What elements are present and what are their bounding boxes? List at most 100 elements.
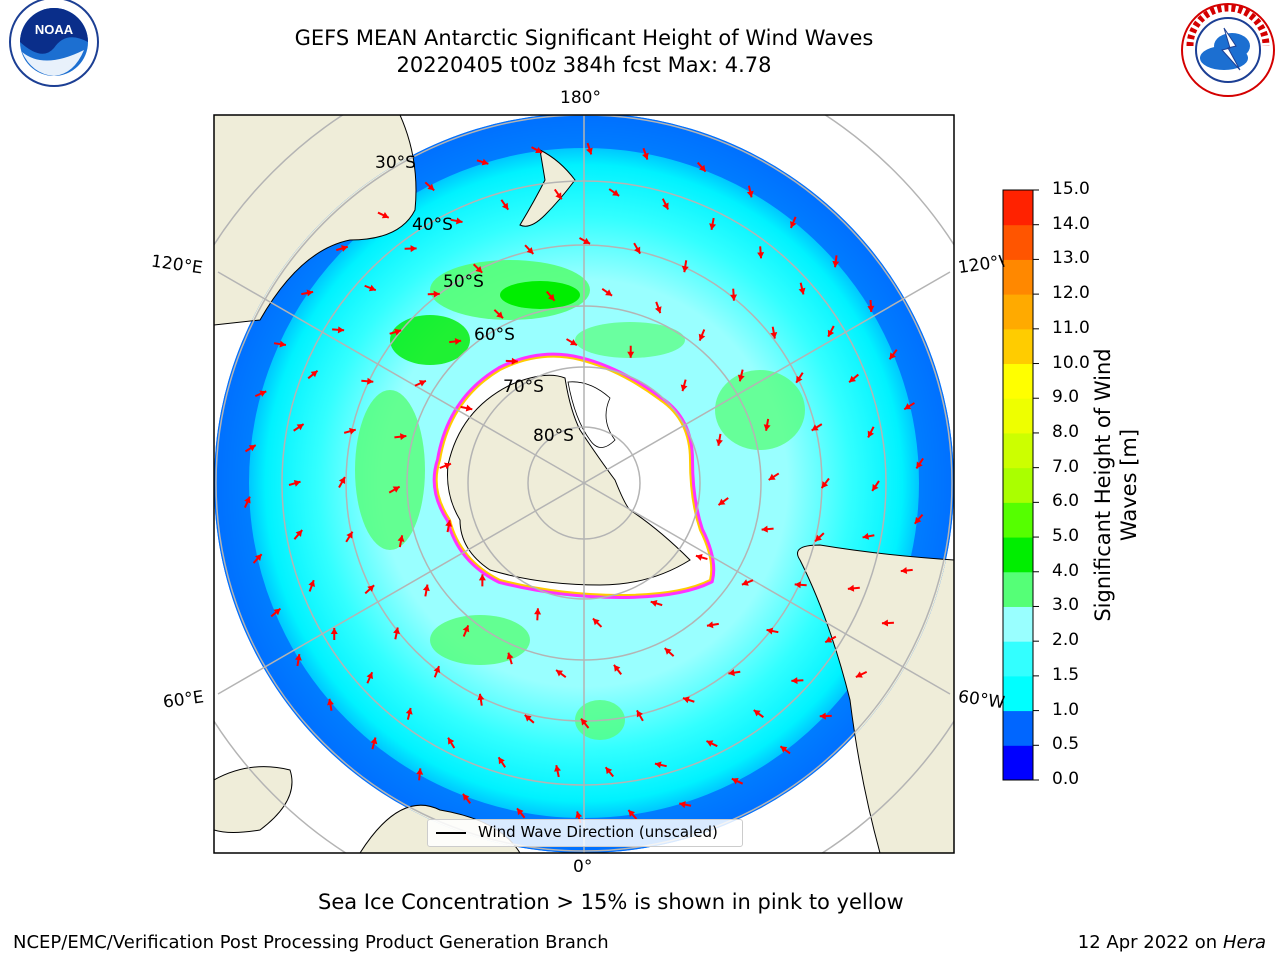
- wind-wave-arrow-head: [548, 293, 555, 301]
- wind-wave-arrow-head: [405, 707, 413, 715]
- colorbar-tick-label: 1.5: [1052, 664, 1080, 685]
- wind-wave-arrow-head: [790, 221, 797, 228]
- wind-wave-arrow-head: [575, 811, 583, 819]
- wind-wave-arrow-head: [244, 496, 251, 504]
- wind-wave-arrow-head: [368, 284, 376, 292]
- wind-wave-arrow-head: [296, 424, 304, 431]
- colorbar-tick-label: 3.0: [1052, 595, 1080, 616]
- colorbar-tick-label: 12.0: [1052, 283, 1090, 304]
- wind-wave-arrow-head: [555, 192, 562, 200]
- wind-wave-arrow-head: [418, 380, 426, 387]
- wind-wave-arrow-head: [381, 211, 389, 219]
- nws-logo: [1181, 3, 1275, 97]
- wind-wave-arrow-head: [819, 712, 826, 720]
- wind-wave-arrow-head: [498, 757, 505, 765]
- wind-wave-arrow-head: [746, 190, 754, 198]
- wind-wave-arrow-head: [338, 477, 346, 484]
- wind-wave-arrow-head: [535, 146, 543, 154]
- wind-wave-arrow-head: [399, 433, 407, 441]
- wind-wave-arrow-head: [862, 532, 870, 540]
- wind-wave-arrow-head: [524, 715, 532, 722]
- wind-wave-arrow-head: [642, 152, 649, 160]
- wind-wave-arrow-head: [394, 328, 402, 336]
- wind-wave-arrow-head: [273, 608, 281, 616]
- wind-wave-arrow-head: [586, 147, 593, 155]
- wind-wave-arrow-head: [855, 671, 863, 678]
- wind-wave-arrow-head: [889, 352, 896, 360]
- wind-wave-arrow-head: [293, 479, 301, 487]
- wind-wave-arrow-head: [346, 531, 353, 539]
- colorbar-tick-label: 9.0: [1052, 387, 1080, 408]
- map-title: GEFS MEAN Antarctic Significant Height o…: [294, 26, 874, 50]
- colorbar-tick-label: 11.0: [1052, 317, 1090, 338]
- wind-wave-arrow-head: [753, 710, 761, 717]
- wind-wave-arrow-head: [709, 223, 717, 230]
- wind-wave-arrow-head: [248, 445, 256, 452]
- wind-wave-arrow-head: [900, 567, 908, 574]
- colorbar-tick-label: 8.0: [1052, 421, 1080, 442]
- wind-wave-arrow-head: [791, 677, 798, 685]
- colorbar-segment: [1003, 467, 1033, 503]
- wind-wave-arrow-head: [627, 351, 635, 358]
- wind-wave-arrow-head: [583, 237, 591, 244]
- lat-label-30s: 30°S: [375, 153, 416, 173]
- wind-wave-arrow-head: [904, 403, 912, 410]
- wind-wave-arrow-head: [827, 329, 835, 337]
- wind-wave-arrow-head: [279, 340, 286, 348]
- wind-wave-arrow-head: [605, 767, 613, 775]
- wind-wave-arrow-head: [592, 618, 600, 626]
- wind-wave-arrow-head: [556, 670, 563, 677]
- wind-wave-arrow-head: [681, 265, 689, 273]
- wind-wave-arrow-head: [780, 746, 788, 753]
- wind-wave-arrow-head: [393, 627, 400, 635]
- colorbar-frame: [1002, 189, 1034, 781]
- wind-wave-arrow-head: [706, 621, 714, 629]
- wind-wave-arrow-head: [650, 600, 658, 607]
- wind-wave-arrow-head: [308, 580, 315, 587]
- colorbar-tick-label: 14.0: [1052, 213, 1090, 234]
- wind-wave-arrow-head: [367, 585, 375, 592]
- wind-wave-arrow-head: [811, 424, 819, 431]
- colorbar-tick-label: 10.0: [1052, 352, 1090, 373]
- colorbar-segment: [1003, 328, 1033, 365]
- wind-wave-arrow-head: [832, 260, 840, 268]
- wind-wave-arrow-head: [794, 581, 801, 589]
- legend-line-sample: [436, 832, 466, 834]
- colorbar-segment: [1003, 432, 1033, 469]
- colorbar-tick-label: 1.0: [1052, 699, 1080, 720]
- colorbar-segment: [1003, 537, 1033, 573]
- wind-wave-arrow-head: [731, 778, 739, 785]
- colorbar-segment: [1003, 641, 1033, 677]
- wind-wave-arrow-head: [397, 535, 405, 542]
- wind-wave-arrow-head: [370, 737, 378, 745]
- map-frame: [213, 114, 955, 854]
- wind-wave-arrow-head: [481, 158, 489, 166]
- lat-label-80s: 80°S: [533, 426, 574, 446]
- legend-text: Wind Wave Direction (unscaled): [478, 823, 718, 841]
- wind-wave-arrow-head: [454, 337, 462, 345]
- wind-wave-arrow-head: [367, 377, 374, 385]
- wind-wave-arrow-head: [741, 579, 749, 586]
- lat-label-50s: 50°S: [443, 272, 484, 292]
- wind-wave-arrows: [243, 142, 924, 824]
- wind-wave-arrow-head: [517, 808, 524, 816]
- lat-label-70s: 70°S: [503, 377, 544, 397]
- wind-wave-arrow-head: [569, 339, 577, 346]
- colorbar: [1002, 189, 1039, 781]
- wind-wave-arrow-head: [730, 294, 738, 301]
- wind-wave-arrow-head: [448, 737, 455, 745]
- wind-wave-arrow-head: [427, 183, 435, 191]
- wind-wave-arrow-head: [534, 608, 542, 615]
- wind-wave-arrow-head: [634, 246, 641, 254]
- wind-wave-arrow-head: [679, 801, 686, 809]
- colorbar-title: Significant Height of Wind Waves [m]: [1091, 348, 1141, 622]
- wind-wave-arrow-head: [366, 672, 373, 680]
- wind-wave-arrow-head: [664, 648, 672, 655]
- wind-wave-arrow-head: [341, 245, 348, 252]
- wind-wave-arrow-head: [867, 430, 874, 438]
- colorbar-segment: [1003, 224, 1033, 260]
- wind-wave-arrow-head: [737, 374, 745, 382]
- map-subtitle: 20220405 t00z 384h fcst Max: 4.78: [396, 53, 772, 77]
- wind-wave-arrow-head: [295, 530, 303, 537]
